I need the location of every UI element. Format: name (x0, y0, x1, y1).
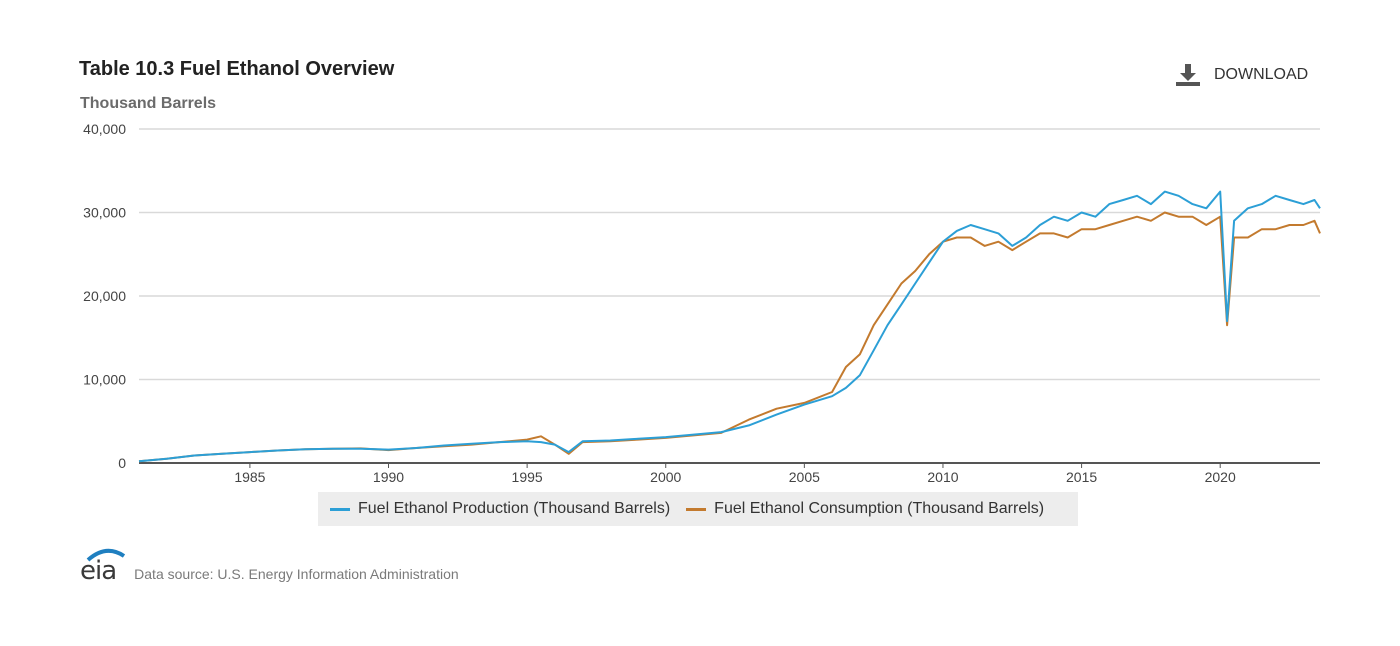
x-tick-label: 1985 (234, 469, 265, 485)
x-tick-label: 2015 (1066, 469, 1097, 485)
chart-subtitle: Thousand Barrels (80, 95, 217, 112)
y-tick-label: 20,000 (83, 288, 126, 304)
y-axis-ticks: 0 10,000 20,000 30,000 40,000 (83, 121, 126, 471)
y-tick-label: 10,000 (83, 372, 126, 388)
series-line-consumption (138, 211, 1321, 463)
series-line-production (138, 190, 1321, 463)
y-tick-label: 30,000 (83, 205, 126, 221)
chart-legend: Fuel Ethanol Production (Thousand Barrel… (318, 492, 1078, 526)
chart-footer: eia Data source: U.S. Energy Information… (80, 548, 459, 586)
x-tick-label: 2005 (789, 469, 820, 485)
eia-logo-text: eia (80, 556, 117, 586)
legend-item-consumption[interactable]: Fuel Ethanol Consumption (Thousand Barre… (686, 500, 1044, 518)
x-axis-ticks: 1985 1990 1995 2000 2005 2010 2015 2020 (234, 463, 1236, 485)
legend-swatch-consumption (686, 507, 707, 511)
download-icon (1176, 64, 1200, 86)
eia-logo-arc-icon (86, 548, 126, 562)
x-tick-label: 2000 (650, 469, 681, 485)
x-tick-label: 1995 (512, 469, 543, 485)
legend-label-consumption: Fuel Ethanol Consumption (Thousand Barre… (714, 500, 1045, 517)
download-button[interactable]: DOWNLOAD (1176, 64, 1308, 86)
x-tick-label: 2020 (1205, 469, 1236, 485)
y-tick-label: 40,000 (83, 121, 126, 137)
eia-logo: eia (80, 548, 126, 586)
legend-label-production: Fuel Ethanol Production (Thousand Barrel… (358, 500, 671, 517)
legend-item-production[interactable]: Fuel Ethanol Production (Thousand Barrel… (330, 500, 670, 518)
x-tick-label: 2010 (927, 469, 958, 485)
grid-lines (139, 128, 1320, 464)
legend-swatch-production (330, 507, 350, 511)
y-tick-label: 0 (118, 455, 126, 471)
x-tick-label: 1990 (373, 469, 404, 485)
download-label: DOWNLOAD (1214, 66, 1309, 83)
chart-title: Table 10.3 Fuel Ethanol Overview (79, 58, 395, 80)
data-source: Data source: U.S. Energy Information Adm… (134, 566, 459, 582)
series-lines (138, 190, 1321, 463)
